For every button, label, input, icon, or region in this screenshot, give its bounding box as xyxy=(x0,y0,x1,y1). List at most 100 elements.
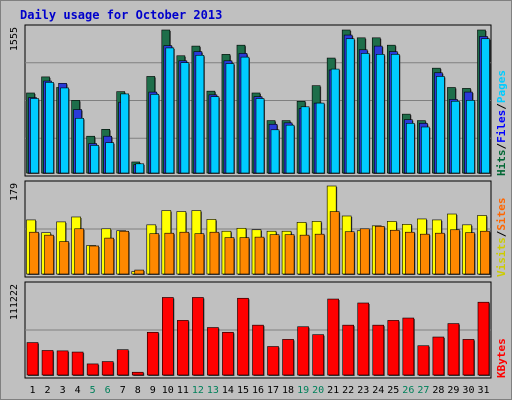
bar-pages xyxy=(180,62,190,174)
bar-sites xyxy=(59,241,69,275)
bar-kbytes xyxy=(327,298,339,376)
bar-kbytes xyxy=(207,327,219,376)
bar-kbytes xyxy=(267,346,279,376)
bar-kbytes xyxy=(222,331,234,376)
bar-pages xyxy=(150,94,160,174)
x-tick-label: 23 xyxy=(357,385,369,396)
bar-pages xyxy=(285,124,295,174)
legend-item: Hits xyxy=(495,150,508,177)
bar-pages xyxy=(360,53,370,174)
bar-kbytes xyxy=(56,350,69,376)
legend-item: Files xyxy=(495,110,508,143)
bar-kbytes xyxy=(402,317,415,376)
bar-kbytes xyxy=(477,301,490,376)
x-tick-label: 1 xyxy=(30,385,36,396)
x-tick-label: 26 xyxy=(402,385,414,396)
bar-sites xyxy=(269,234,280,275)
bar-sites xyxy=(29,231,39,275)
bar-kbytes xyxy=(417,345,430,376)
bar-kbytes xyxy=(357,302,370,376)
x-tick-label: 18 xyxy=(282,385,294,396)
x-tick-label: 10 xyxy=(162,385,174,396)
bar-pages xyxy=(255,98,265,174)
bar-pages xyxy=(120,93,130,174)
y-max-label: 179 xyxy=(9,183,20,201)
bar-kbytes xyxy=(387,320,400,376)
x-tick-label: 22 xyxy=(342,385,354,396)
bar-pages xyxy=(30,98,39,174)
x-tick-label: 25 xyxy=(387,385,399,396)
bar-pages xyxy=(300,106,310,174)
bar-pages xyxy=(75,117,84,174)
bar-kbytes xyxy=(297,326,309,376)
bar-kbytes xyxy=(447,323,460,376)
bar-kbytes xyxy=(312,334,324,376)
bar-sites xyxy=(389,229,400,275)
bar-sites xyxy=(134,269,145,275)
bar-sites xyxy=(119,230,130,275)
bar-sites xyxy=(254,236,265,275)
x-tick-label: 6 xyxy=(105,385,111,396)
x-tick-label: 20 xyxy=(312,385,324,396)
bar-sites xyxy=(149,233,160,275)
y-max-label: 1555 xyxy=(9,27,20,51)
bar-kbytes xyxy=(162,297,174,376)
bar-pages xyxy=(90,145,99,174)
bar-kbytes xyxy=(282,339,294,376)
legend-item: / xyxy=(495,103,508,110)
bar-sites xyxy=(420,233,430,275)
legend-item: Sites xyxy=(495,198,508,231)
bar-pages xyxy=(270,129,280,174)
bar-kbytes xyxy=(146,331,159,376)
legend-item: Pages xyxy=(495,70,508,103)
x-tick-label: 14 xyxy=(222,385,234,396)
bar-kbytes xyxy=(252,324,264,376)
legend-item: KBytes xyxy=(495,338,508,378)
legend-item: / xyxy=(495,143,508,150)
bar-kbytes xyxy=(192,297,204,376)
bar-sites xyxy=(405,231,415,275)
bar-pages xyxy=(406,123,415,174)
bar-sites xyxy=(44,234,54,275)
bar-pages xyxy=(436,76,445,174)
bar-sites xyxy=(314,233,325,275)
bar-kbytes xyxy=(372,324,385,376)
x-tick-label: 27 xyxy=(417,385,429,396)
bar-sites xyxy=(104,237,114,275)
legend: KBytes xyxy=(495,338,508,378)
bar-kbytes xyxy=(342,324,354,376)
bar-sites xyxy=(299,234,310,275)
bar-pages xyxy=(421,126,430,174)
x-tick-label: 4 xyxy=(75,385,81,396)
bar-sites xyxy=(164,232,175,275)
legend-item: / xyxy=(495,230,508,237)
legend: Hits/Files/Pages xyxy=(495,70,508,176)
bar-kbytes xyxy=(71,351,84,376)
bar-kbytes xyxy=(86,363,99,376)
bar-kbytes xyxy=(237,297,249,376)
x-tick-label: 31 xyxy=(477,385,489,396)
bar-pages xyxy=(375,54,385,174)
x-tick-label: 24 xyxy=(372,385,384,396)
x-tick-label: 30 xyxy=(462,385,474,396)
bar-pages xyxy=(240,56,250,174)
x-tick-label: 16 xyxy=(252,385,264,396)
bar-kbytes xyxy=(462,339,475,376)
bar-sites xyxy=(359,228,370,275)
bar-pages xyxy=(466,100,475,174)
bar-sites xyxy=(284,234,295,275)
bar-pages xyxy=(195,54,205,174)
bar-pages xyxy=(481,38,490,174)
bar-pages xyxy=(330,68,340,174)
x-tick-label: 13 xyxy=(207,385,219,396)
x-axis-day-labels: 1 2 3 4 5 6 7 8 9 10 11 12 13 14 15 16 17 18 19 20 21 22 23 24 2… xyxy=(30,385,490,396)
bar-kbytes xyxy=(131,371,144,376)
bar-sites xyxy=(480,230,490,275)
x-tick-label: 2 xyxy=(45,385,51,396)
bar-sites xyxy=(209,231,220,275)
bar-kbytes xyxy=(177,320,189,376)
x-tick-label: 11 xyxy=(177,385,189,396)
bar-kbytes xyxy=(41,350,54,376)
bar-pages xyxy=(60,87,69,174)
